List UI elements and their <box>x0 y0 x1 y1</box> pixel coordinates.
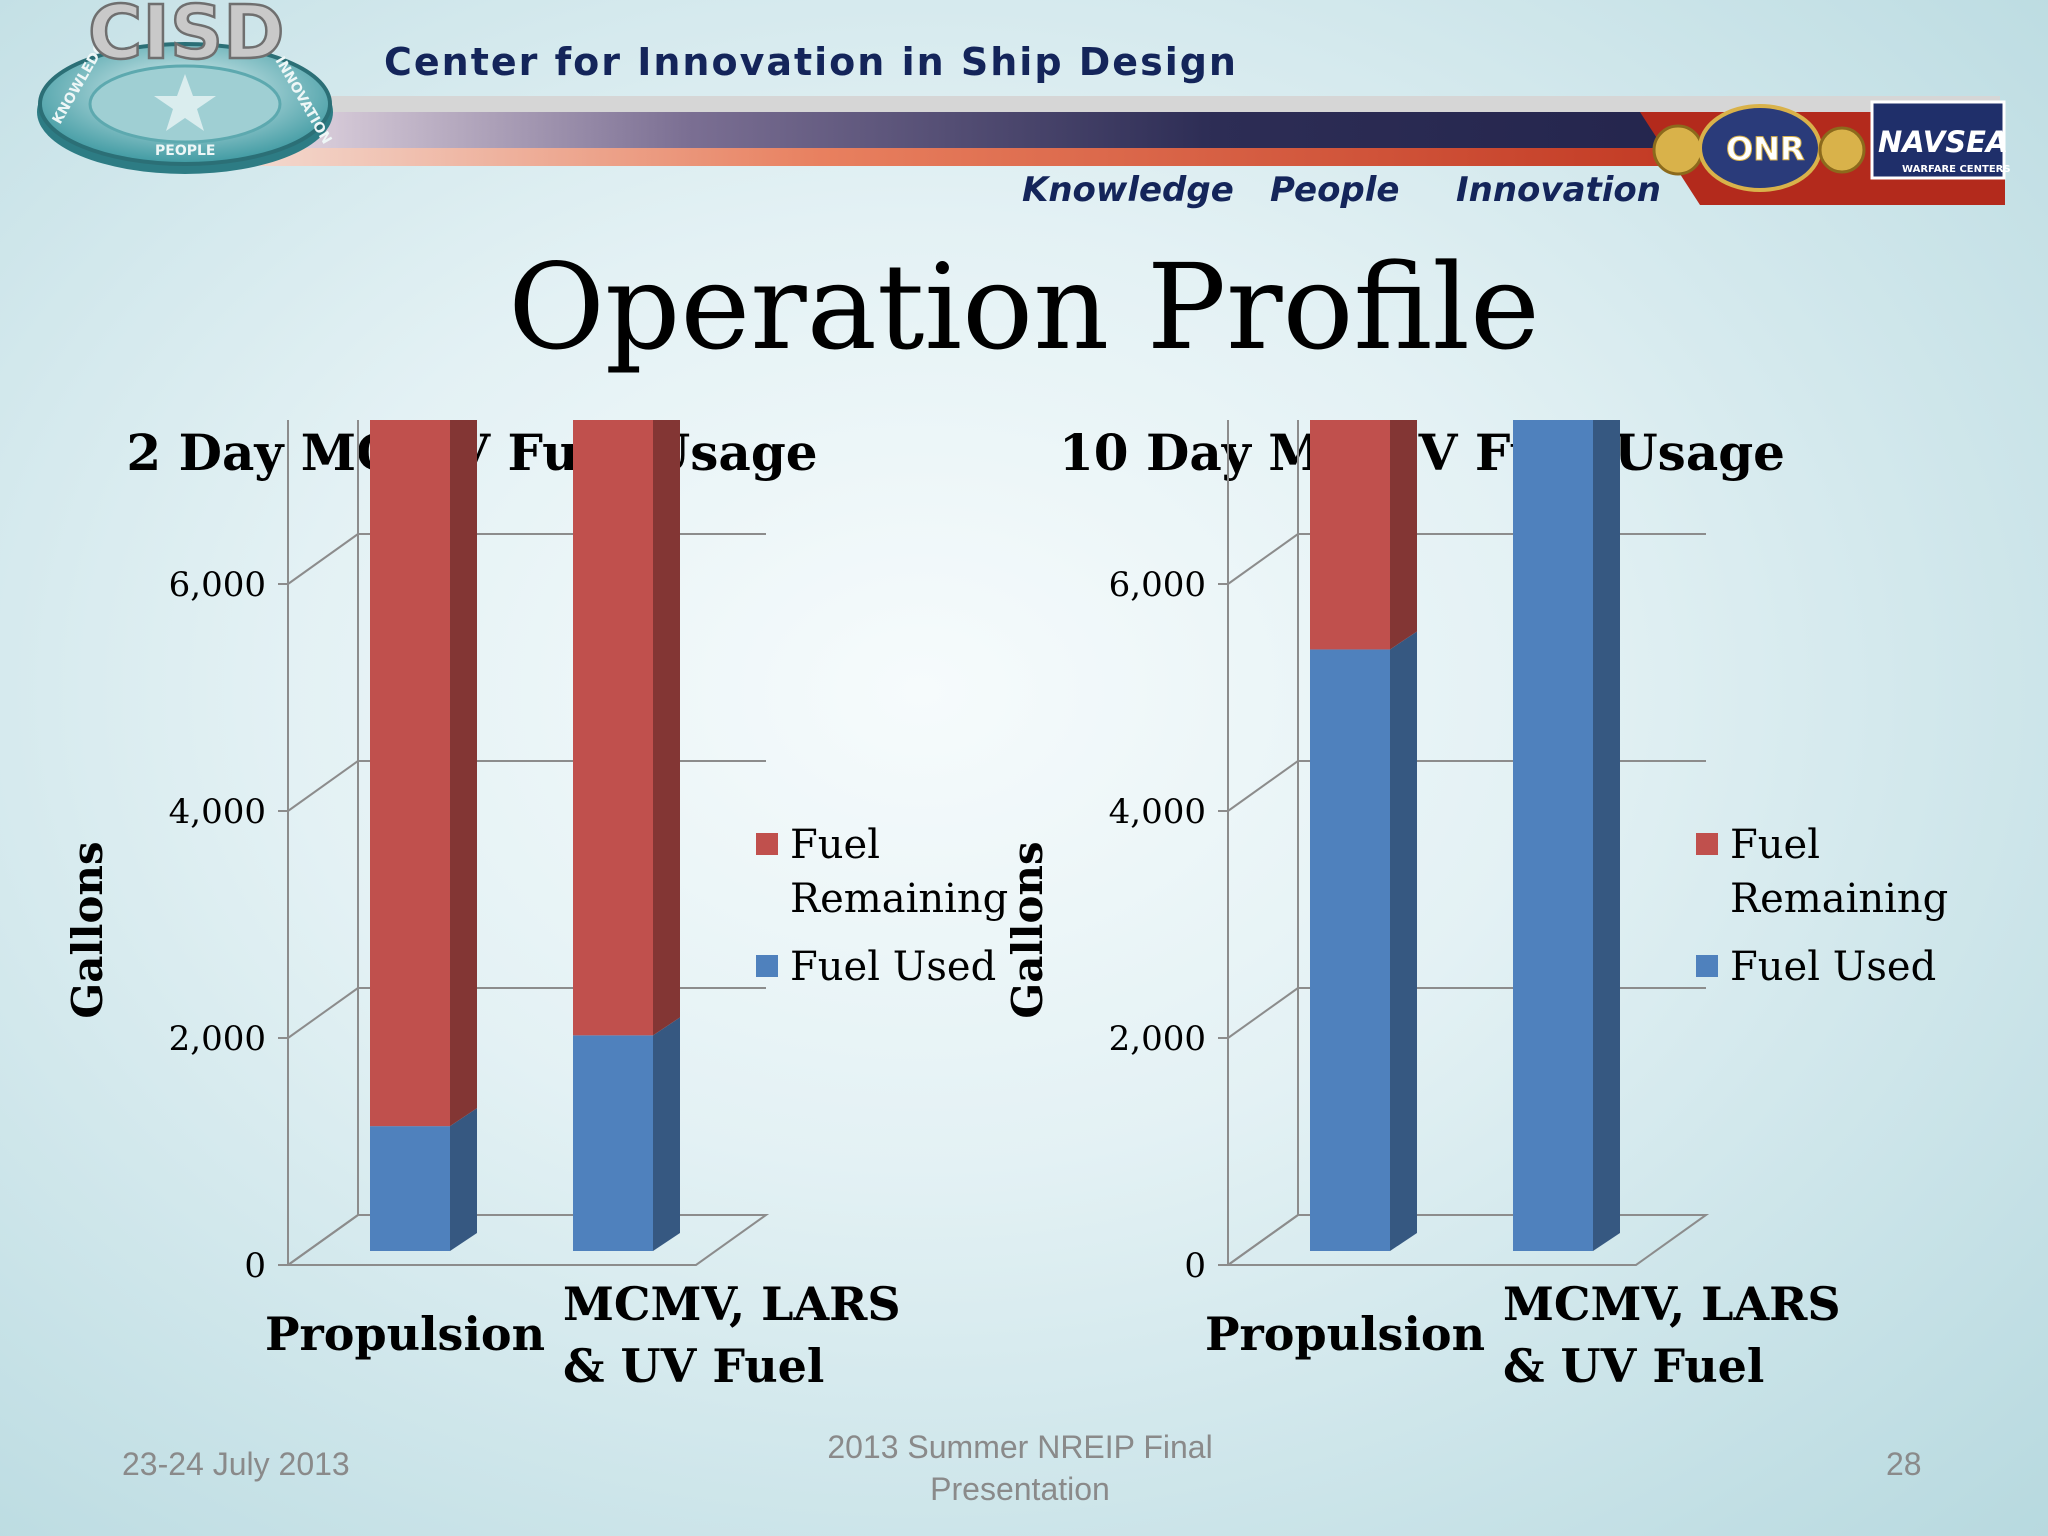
y-tick-label: 0 <box>1184 1246 1206 1286</box>
sponsor-logos: ONR NAVSEA WARFARE CENTERS <box>1652 100 2010 192</box>
x-category-label-line: MCMV, LARS <box>1503 1277 1841 1331</box>
side-gridline <box>287 760 359 812</box>
chart-2-day-fuel-usage: 2 Day MCMV Fuel Usage02,0004,0006,0008,0… <box>63 420 1008 1393</box>
legend-swatch-fuel-used <box>1696 955 1718 977</box>
x-category-label-line: & UV Fuel <box>563 1339 824 1393</box>
legend-label-fuel-remaining: Fuel <box>790 822 880 868</box>
chart-10-day-fuel-usage: 10 Day MCMV Fuel Usage02,0004,0006,0008,… <box>1003 420 1948 1393</box>
y-tick-label: 6,000 <box>169 565 266 605</box>
bar-segment-side <box>653 420 680 1036</box>
side-gridline <box>1227 987 1299 1039</box>
y-axis-label: Gallons <box>1003 841 1052 1018</box>
bar-segment-side <box>653 1017 680 1251</box>
bar-segment <box>573 420 653 1036</box>
chart-floor <box>1224 1214 1710 1266</box>
legend-swatch-fuel-remaining <box>1696 833 1718 855</box>
side-gridline <box>1227 760 1299 812</box>
bar-segment <box>1310 649 1390 1251</box>
bar-segment-side <box>450 1108 477 1251</box>
x-category-label-line: & UV Fuel <box>1503 1339 1764 1393</box>
tagline-people: People <box>1270 170 1400 210</box>
slide-title: Operation Profile <box>508 238 1540 376</box>
bar-segment-side <box>1593 420 1620 1251</box>
bar-segment-side <box>1390 420 1417 650</box>
tagline-innovation: Innovation <box>1456 170 1661 210</box>
cisd-ring-bottom: PEOPLE <box>155 143 215 159</box>
y-tick-label: 0 <box>244 1246 266 1286</box>
y-axis-label: Gallons <box>63 841 112 1018</box>
footer-page-number: 28 <box>1886 1446 1922 1482</box>
bar-segment <box>370 1126 450 1251</box>
x-category-label: Propulsion <box>1205 1307 1485 1361</box>
star-icon <box>154 74 216 131</box>
footer-event-line-2: Presentation <box>930 1471 1110 1507</box>
legend-label-fuel-remaining: Remaining <box>1730 876 1948 922</box>
x-category-label-line: MCMV, LARS <box>563 1277 901 1331</box>
header-band-top <box>250 96 2000 112</box>
legend-swatch-fuel-used <box>756 955 778 977</box>
bar-segment <box>370 420 450 1127</box>
footer-event-line-1: 2013 Summer NREIP Final <box>827 1429 1213 1465</box>
navsea-wordmark: NAVSEA <box>1878 125 2008 159</box>
y-tick-label: 2,000 <box>1109 1019 1206 1059</box>
footer-date: 23-24 July 2013 <box>122 1446 350 1482</box>
side-gridline <box>287 987 359 1039</box>
bar-segment <box>1513 420 1593 1252</box>
marine-seal-icon <box>1818 126 1866 174</box>
legend-label-fuel-remaining: Remaining <box>790 876 1008 922</box>
y-tick-label: 2,000 <box>169 1019 266 1059</box>
cisd-wordmark: CISD <box>88 0 285 76</box>
cisd-logo: KNOWLEDGE INNOVATION PEOPLE CISD <box>37 0 334 174</box>
x-category-label: Propulsion <box>265 1307 545 1361</box>
navy-seal-icon <box>1652 124 1704 176</box>
chart-floor <box>284 1214 770 1266</box>
footer-event: 2013 Summer NREIP Final Presentation <box>700 1426 1340 1510</box>
bar-segment <box>1310 420 1390 650</box>
tagline-knowledge: Knowledge <box>1022 170 1234 210</box>
navsea-subtext: WARFARE CENTERS <box>1902 164 2010 175</box>
legend-label-fuel-remaining: Fuel <box>1730 822 1820 868</box>
bar-segment-side <box>450 420 477 1127</box>
bar-segment <box>573 1035 653 1251</box>
y-tick-label: 6,000 <box>1109 565 1206 605</box>
navsea-plate <box>1870 100 2006 180</box>
header-band-red <box>250 148 1680 166</box>
side-gridline <box>287 533 359 585</box>
side-gridline <box>1227 533 1299 585</box>
legend-label-fuel-used: Fuel Used <box>790 944 996 990</box>
y-tick-label: 4,000 <box>1109 792 1206 832</box>
legend-label-fuel-used: Fuel Used <box>1730 944 1936 990</box>
y-tick-label: 4,000 <box>169 792 266 832</box>
org-title: Center for Innovation in Ship Design <box>384 40 1238 84</box>
bar-segment-side <box>1390 631 1417 1251</box>
chart-title: 10 Day MCMV Fuel Usage <box>1059 423 1785 482</box>
onr-wordmark: ONR <box>1726 130 1805 168</box>
legend-swatch-fuel-remaining <box>756 833 778 855</box>
